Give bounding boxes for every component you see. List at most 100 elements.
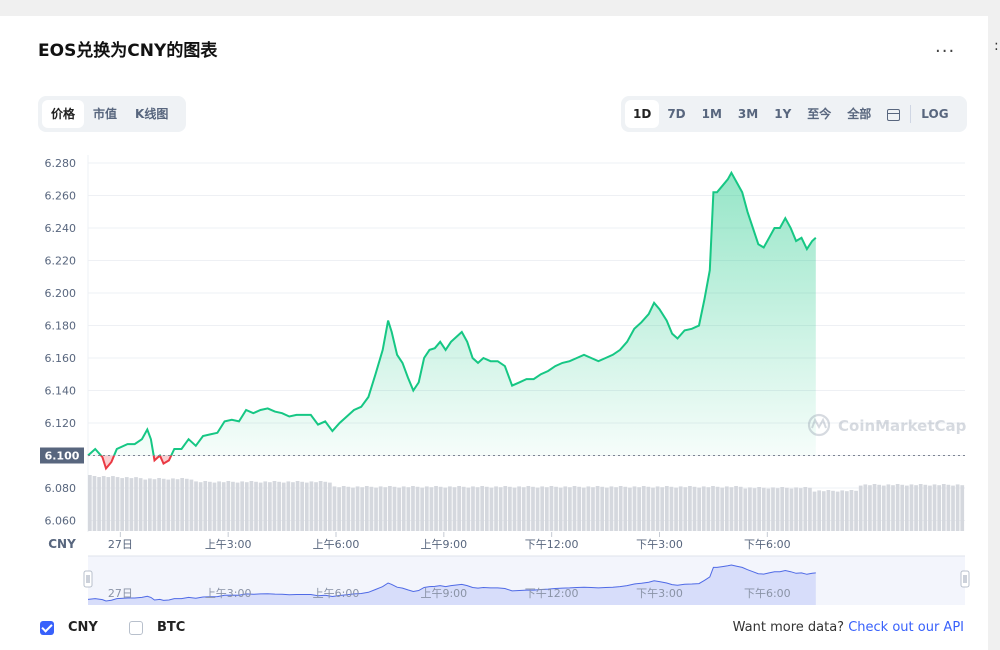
legend-cny[interactable]: CNY <box>40 620 98 635</box>
tab-candlestick[interactable]: K线图 <box>135 107 169 121</box>
volume-bar <box>498 487 503 531</box>
volume-bar <box>300 481 305 531</box>
volume-bar <box>918 484 923 531</box>
legend-btc[interactable]: BTC <box>129 620 185 635</box>
tab-market-cap[interactable]: 市值 <box>93 107 118 121</box>
y-tick-label: 6.260 <box>45 190 77 203</box>
y-tick-label: 6.200 <box>45 287 77 300</box>
volume-bar <box>941 484 946 531</box>
tab-1y[interactable]: 1Y <box>774 107 792 121</box>
volume-bar <box>318 481 323 531</box>
volume-bar <box>840 490 845 531</box>
volume-bar <box>706 487 711 531</box>
volume-bar <box>868 485 872 531</box>
volume-bar <box>960 485 965 531</box>
baseline-label: 6.100 <box>45 450 80 463</box>
volume-bar <box>651 487 655 531</box>
volume-bar <box>826 490 831 531</box>
volume-bar <box>194 481 198 531</box>
volume-bar <box>688 486 692 531</box>
navigator-tick-label: 上午3:00 <box>205 587 252 600</box>
volume-bar <box>263 481 268 531</box>
api-link[interactable]: Check out our API <box>848 620 964 635</box>
tab-ytd[interactable]: 至今 <box>807 107 832 121</box>
volume-bar <box>581 487 586 531</box>
tab-log[interactable]: LOG <box>921 107 949 121</box>
volume-bar <box>323 481 328 531</box>
volume-bar <box>618 486 623 531</box>
volume-bar <box>378 486 383 531</box>
volume-bar <box>374 487 378 531</box>
volume-bar <box>914 485 918 531</box>
volume-bar <box>517 486 521 531</box>
volume-bar <box>558 487 563 531</box>
volume-bar <box>360 487 365 531</box>
volume-bar <box>674 487 678 531</box>
navigator-handle-left[interactable] <box>83 570 93 588</box>
x-tick-label: 下午6:00 <box>744 538 791 551</box>
tab-7d[interactable]: 7D <box>667 107 686 121</box>
volume-bar <box>724 486 729 531</box>
navigator-handle-right[interactable] <box>960 570 970 588</box>
volume-bar <box>766 488 771 531</box>
volume-bar <box>258 482 263 531</box>
divider <box>910 105 912 123</box>
btc-checkbox[interactable] <box>129 620 143 635</box>
volume-bar <box>134 477 138 531</box>
volume-bar <box>180 478 185 531</box>
volume-bar <box>152 479 157 531</box>
volume-bar <box>951 485 955 531</box>
tab-1d[interactable]: 1D <box>625 100 660 128</box>
volume-bar <box>646 486 651 531</box>
range-navigator: 27日 上午3:00 上午6:00 上午9:00 下午12:00 下午3:00 下午6:00 <box>83 555 970 605</box>
y-tick-label: 6.280 <box>45 157 77 170</box>
volume-bar <box>281 482 286 531</box>
volume-bar <box>877 484 882 531</box>
volume-bar <box>161 478 166 531</box>
volume-bar <box>794 487 798 531</box>
volume-bar <box>798 488 803 531</box>
tab-all[interactable]: 全部 <box>847 107 872 121</box>
volume-bar <box>341 486 346 531</box>
watermark: CoinMarketCap <box>807 413 967 437</box>
volume-bar <box>637 487 641 531</box>
volume-bar <box>244 482 249 531</box>
volume-bar <box>697 487 701 531</box>
x-axis-labels: CNY 27日 上午3:00 上午6:00 上午9:00 下午12:00 下午3:00 下午6… <box>48 532 791 551</box>
volume-bar <box>512 487 517 531</box>
volume-bar <box>420 487 425 531</box>
volume-bar <box>475 487 480 531</box>
currency-label: CNY <box>48 537 76 551</box>
more-options-icon[interactable]: ... <box>935 36 956 57</box>
volume-bar <box>812 491 817 531</box>
volume-bar <box>415 486 420 531</box>
calendar-icon[interactable] <box>879 100 908 128</box>
volume-bar <box>540 486 545 531</box>
price-area <box>87 170 817 471</box>
volume-bar <box>660 487 665 531</box>
volume-bars <box>88 475 965 531</box>
tab-price[interactable]: 价格 <box>42 100 85 128</box>
volume-bar <box>886 484 891 531</box>
watermark-text: CoinMarketCap <box>838 417 967 435</box>
volume-bar <box>92 476 97 531</box>
volume-bar <box>535 487 540 531</box>
volume-bar <box>609 486 614 531</box>
x-tick-label: 上午9:00 <box>420 538 467 551</box>
navigator-tick-label: 下午3:00 <box>636 587 683 600</box>
y-tick-label: 6.220 <box>45 255 77 268</box>
volume-bar <box>891 485 895 531</box>
tab-3m[interactable]: 3M <box>737 107 759 121</box>
tab-1m[interactable]: 1M <box>701 107 722 121</box>
volume-bar <box>203 481 208 531</box>
volume-bar <box>577 486 581 531</box>
volume-bar <box>88 475 92 531</box>
volume-bar <box>628 487 632 531</box>
volume-bar <box>614 487 618 531</box>
volume-bar <box>226 481 231 531</box>
cny-checkbox[interactable] <box>40 620 54 635</box>
volume-bar <box>166 479 171 531</box>
volume-bar <box>623 486 628 531</box>
navigator-tick-label: 下午6:00 <box>744 587 791 600</box>
